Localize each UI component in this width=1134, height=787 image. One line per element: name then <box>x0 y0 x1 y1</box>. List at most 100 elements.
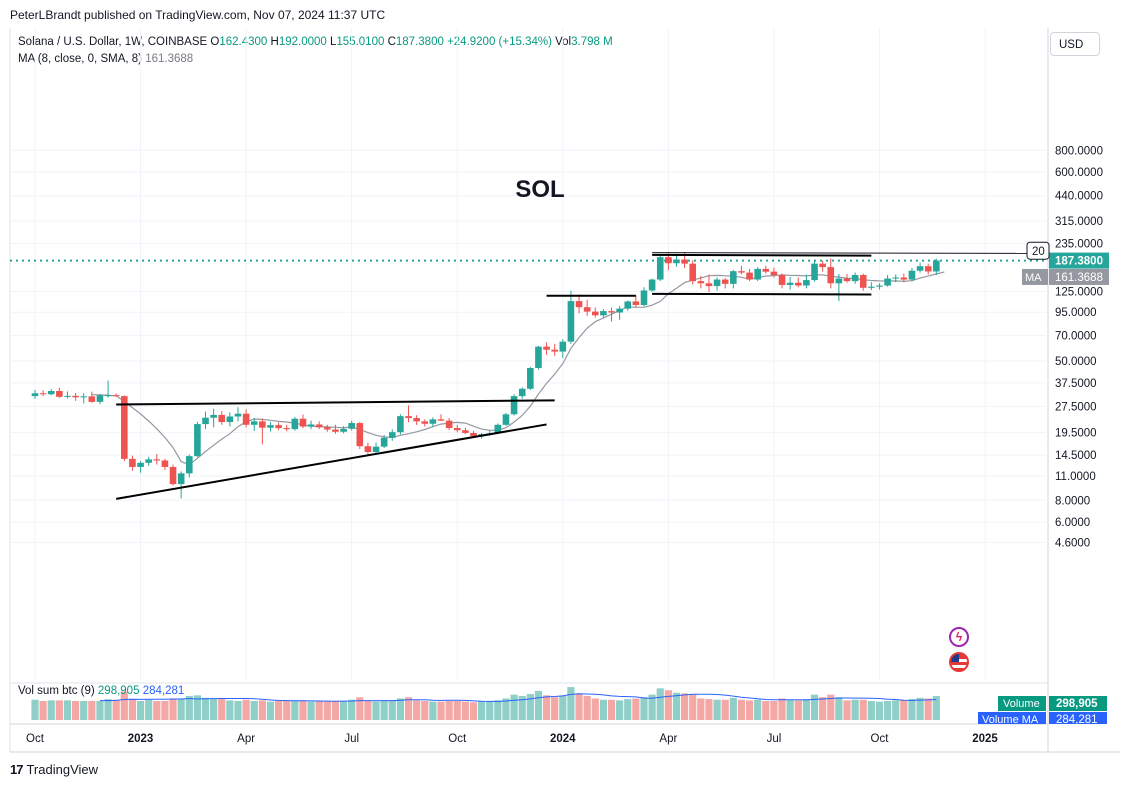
chart-title: SOL <box>515 176 564 203</box>
candle-body <box>884 278 891 286</box>
candle-body <box>39 393 47 395</box>
low-label: L <box>330 36 337 48</box>
candle-body <box>527 368 534 389</box>
volume-bar <box>534 690 543 720</box>
volume-bar <box>210 699 218 720</box>
volume-bar <box>567 687 575 720</box>
candle-body <box>129 458 136 467</box>
volume-value-badge-label: 298,905 <box>1056 698 1098 710</box>
volume-ma-line <box>100 693 937 702</box>
volume-bar <box>664 690 672 720</box>
volume-bar <box>721 699 729 720</box>
candle-body <box>632 301 640 305</box>
candle-body <box>559 341 567 352</box>
candle-body <box>673 259 680 264</box>
volume-bar <box>275 701 283 720</box>
volume-bar <box>339 701 348 720</box>
volume-bar <box>372 701 380 720</box>
candle-body <box>868 286 875 288</box>
candle-body <box>218 414 226 423</box>
candle-body <box>600 311 607 316</box>
volume-indicator-legend: Vol sum btc (9) 298,905 284,281 <box>18 685 184 697</box>
candle-body <box>656 257 664 280</box>
volume-bar <box>640 697 648 720</box>
candle-body <box>397 416 404 433</box>
candle-body <box>494 424 502 434</box>
currency-button[interactable]: USD <box>1050 32 1100 56</box>
y-tick-label: 440.0000 <box>1055 191 1103 203</box>
volume-bar <box>867 701 875 720</box>
candle-body <box>811 263 818 281</box>
volume-bar <box>502 698 510 720</box>
triangle-top-line <box>116 399 555 406</box>
volume-bar <box>201 697 210 720</box>
previous-high-label: 20 <box>1032 246 1045 258</box>
candle-body <box>72 395 79 398</box>
candle-body <box>624 301 632 309</box>
volume-bar <box>315 701 323 720</box>
close-value: 187.3800 <box>395 36 444 48</box>
candle-body <box>153 459 161 461</box>
candle-body <box>161 460 169 467</box>
candle-body <box>843 278 851 282</box>
ma-badge-tag-label: MA <box>1025 272 1042 284</box>
volume-ma-indicator-value: 284,281 <box>142 685 185 697</box>
candle-body <box>104 395 112 397</box>
volume-bar <box>737 699 746 720</box>
volume-indicator-value: 298,905 <box>97 685 140 697</box>
ma-legend: MA (8, close, 0, SMA, 8) 161.3688 <box>18 53 193 65</box>
candle-body <box>478 434 485 437</box>
volume-bar <box>348 699 356 720</box>
candle-body <box>88 396 96 402</box>
candle-body <box>283 428 291 430</box>
volume-bar <box>551 697 559 720</box>
volume-bar <box>754 699 762 720</box>
volume-bar <box>31 699 39 720</box>
candle-body <box>689 263 697 282</box>
candle-body <box>551 349 558 352</box>
candle-body <box>47 390 55 395</box>
volume-bar <box>193 695 201 720</box>
y-tick-label: 600.0000 <box>1055 167 1103 179</box>
candle-body <box>543 346 550 350</box>
ma-line <box>91 271 945 466</box>
candle-body <box>730 271 737 284</box>
symbol-name: Solana / U.S. Dollar, 1W, COINBASE <box>18 36 208 48</box>
volume-bar <box>599 699 607 720</box>
volume-bar <box>672 692 681 720</box>
volume-bar <box>713 699 721 720</box>
x-tick-label: Jul <box>344 733 359 745</box>
candle-body <box>762 268 770 272</box>
previous-high-line <box>652 252 1028 254</box>
candle-body <box>583 307 591 312</box>
high-value: 192.0000 <box>278 36 327 48</box>
candle-body <box>121 396 128 459</box>
candle-body <box>924 266 932 272</box>
volume-bar <box>518 695 526 720</box>
candle-body <box>746 272 753 280</box>
volume-bar <box>778 698 786 720</box>
candle-body <box>177 473 185 485</box>
open-value: 162.4300 <box>219 36 268 48</box>
low-value: 155.0100 <box>336 36 385 48</box>
candle-body <box>786 282 794 285</box>
y-tick-label: 27.5000 <box>1055 401 1097 413</box>
volume-bar <box>104 699 112 720</box>
volume-bar <box>72 701 80 720</box>
candle-body <box>770 271 778 276</box>
tradingview-logo[interactable]: 17 TradingView <box>10 762 98 777</box>
us-flag-icon[interactable] <box>949 652 969 672</box>
volume-bar <box>291 701 299 720</box>
candle-body <box>697 281 705 284</box>
volume-bar <box>689 694 697 720</box>
volume-bar <box>616 700 624 720</box>
volume-bar <box>575 693 583 720</box>
lightning-icon[interactable]: ϟ <box>949 627 969 647</box>
x-tick-label: 2025 <box>972 733 998 745</box>
volume-bar <box>510 694 518 720</box>
candle-body <box>738 271 745 273</box>
volume-bar <box>875 701 884 720</box>
candle-body <box>259 421 266 428</box>
volume-bar <box>299 700 307 720</box>
candle-body <box>462 430 469 433</box>
